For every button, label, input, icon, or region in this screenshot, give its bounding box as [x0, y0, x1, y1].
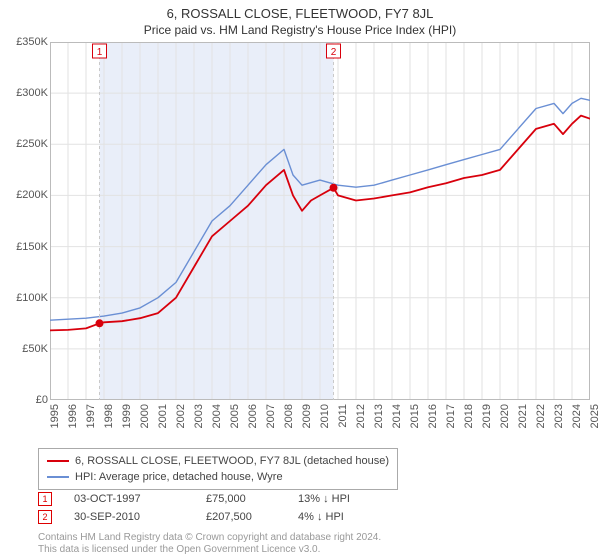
svg-text:2: 2 — [331, 47, 337, 58]
y-tick-label: £50K — [22, 343, 48, 355]
x-tick-label: 2023 — [553, 404, 565, 428]
y-tick-label: £300K — [16, 87, 48, 99]
sale-row-1: 1 03-OCT-1997 £75,000 13% ↓ HPI — [38, 490, 368, 508]
x-tick-label: 2014 — [391, 404, 403, 428]
y-tick-label: £100K — [16, 292, 48, 304]
sale-date: 30-SEP-2010 — [74, 508, 184, 526]
x-tick-label: 2016 — [427, 404, 439, 428]
x-tick-label: 2015 — [409, 404, 421, 428]
event-marker-1: 1 — [93, 44, 107, 58]
chart-title: 6, ROSSALL CLOSE, FLEETWOOD, FY7 8JL — [0, 0, 600, 21]
x-tick-label: 2024 — [571, 404, 583, 428]
x-tick-label: 2021 — [517, 404, 529, 428]
chart-plot-area: 12 — [50, 42, 590, 400]
y-tick-label: £150K — [16, 241, 48, 253]
x-tick-label: 2000 — [139, 404, 151, 428]
sale-marker-icon: 2 — [38, 510, 52, 524]
sale-marker-icon: 1 — [38, 492, 52, 506]
legend-swatch — [47, 460, 69, 462]
page-root: 6, ROSSALL CLOSE, FLEETWOOD, FY7 8JL Pri… — [0, 0, 600, 560]
x-tick-label: 2019 — [481, 404, 493, 428]
legend-label: HPI: Average price, detached house, Wyre — [75, 469, 283, 485]
y-tick-label: £200K — [16, 189, 48, 201]
x-tick-label: 1996 — [67, 404, 79, 428]
sale-date: 03-OCT-1997 — [74, 490, 184, 508]
legend-swatch — [47, 476, 69, 478]
licence-line-2: This data is licensed under the Open Gov… — [38, 544, 381, 556]
x-tick-label: 2017 — [445, 404, 457, 428]
y-tick-label: £350K — [16, 36, 48, 48]
chart-subtitle: Price paid vs. HM Land Registry's House … — [0, 21, 600, 41]
chart-svg: 12 — [50, 42, 590, 400]
y-axis: £0£50K£100K£150K£200K£250K£300K£350K — [0, 42, 50, 400]
x-tick-label: 2005 — [229, 404, 241, 428]
legend-item-address: 6, ROSSALL CLOSE, FLEETWOOD, FY7 8JL (de… — [47, 453, 389, 469]
x-tick-label: 2025 — [589, 404, 600, 428]
x-tick-label: 2018 — [463, 404, 475, 428]
sale-price: £207,500 — [206, 508, 276, 526]
x-tick-label: 2003 — [193, 404, 205, 428]
x-tick-label: 1997 — [85, 404, 97, 428]
y-tick-label: £0 — [36, 394, 48, 406]
svg-text:1: 1 — [97, 47, 103, 58]
x-tick-label: 2013 — [373, 404, 385, 428]
x-tick-label: 1995 — [49, 404, 61, 428]
x-tick-label: 2008 — [283, 404, 295, 428]
x-tick-label: 2020 — [499, 404, 511, 428]
x-tick-label: 1999 — [121, 404, 133, 428]
x-tick-label: 2001 — [157, 404, 169, 428]
x-tick-label: 2022 — [535, 404, 547, 428]
x-tick-label: 1998 — [103, 404, 115, 428]
event-marker-2: 2 — [327, 44, 341, 58]
sale-price: £75,000 — [206, 490, 276, 508]
x-tick-label: 2006 — [247, 404, 259, 428]
y-tick-label: £250K — [16, 138, 48, 150]
x-tick-label: 2011 — [337, 404, 349, 428]
licence-text: Contains HM Land Registry data © Crown c… — [38, 532, 381, 556]
x-tick-label: 2007 — [265, 404, 277, 428]
x-tick-label: 2004 — [211, 404, 223, 428]
sale-delta: 13% ↓ HPI — [298, 490, 368, 508]
legend-label: 6, ROSSALL CLOSE, FLEETWOOD, FY7 8JL (de… — [75, 453, 389, 469]
x-tick-label: 2010 — [319, 404, 331, 428]
sale-delta: 4% ↓ HPI — [298, 508, 368, 526]
legend-box: 6, ROSSALL CLOSE, FLEETWOOD, FY7 8JL (de… — [38, 448, 398, 490]
x-tick-label: 2002 — [175, 404, 187, 428]
sale-row-2: 2 30-SEP-2010 £207,500 4% ↓ HPI — [38, 508, 368, 526]
legend-item-hpi: HPI: Average price, detached house, Wyre — [47, 469, 389, 485]
licence-line-1: Contains HM Land Registry data © Crown c… — [38, 532, 381, 544]
sales-table: 1 03-OCT-1997 £75,000 13% ↓ HPI 2 30-SEP-2010… — [38, 490, 368, 526]
x-axis: 1995 1996 1997 1998 1999 2000 2001 2002 2003 2004… — [50, 400, 590, 446]
x-tick-label: 2012 — [355, 404, 367, 428]
x-tick-label: 2009 — [301, 404, 313, 428]
